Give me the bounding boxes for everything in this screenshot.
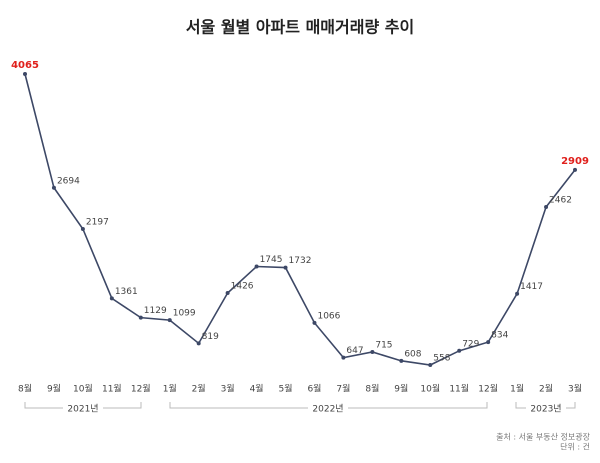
data-label: 1129	[144, 306, 167, 316]
data-label: 558	[433, 354, 450, 364]
line	[24, 73, 576, 366]
data-label: 1732	[289, 256, 312, 266]
point	[225, 290, 230, 295]
point	[399, 358, 404, 363]
x-tick-label: 9월	[47, 383, 61, 395]
point	[196, 341, 201, 346]
x-tick-label: 5월	[279, 383, 293, 395]
data-label: 1099	[173, 309, 196, 319]
data-label: 1361	[115, 287, 138, 297]
x-tick-label: 6월	[307, 383, 321, 395]
data-label: 647	[346, 346, 363, 356]
x-tick-label: 1월	[510, 383, 524, 395]
x-tick-label: 11월	[449, 383, 469, 395]
x-tick-label: 2월	[539, 383, 553, 395]
year-label-bg	[63, 403, 103, 414]
x-tick-label: 7월	[336, 383, 350, 395]
x-tick-label: 4월	[250, 383, 264, 395]
point	[80, 227, 85, 232]
data-label: 2462	[549, 196, 572, 206]
data-label: 729	[462, 339, 479, 349]
point	[109, 296, 114, 301]
data-label: 2197	[86, 218, 109, 228]
point	[312, 320, 317, 325]
x-tick-label: 12월	[131, 383, 151, 395]
data-label: 1066	[317, 311, 340, 321]
x-tick-label: 10월	[73, 383, 93, 395]
point	[138, 315, 143, 320]
data-label: 1745	[260, 255, 283, 265]
data-label: 715	[375, 340, 392, 350]
x-tick-label: 3월	[221, 383, 235, 395]
chart-title: 서울 월별 아파트 매매거래량 추이	[186, 18, 414, 37]
data-label: 819	[202, 332, 219, 342]
data-label: 608	[404, 349, 421, 359]
point	[51, 185, 56, 190]
x-tick-label: 12월	[478, 383, 498, 395]
point	[486, 340, 491, 345]
point	[457, 348, 462, 353]
year-label: 2022년	[312, 404, 343, 415]
x-tick-label: 8월	[18, 383, 32, 395]
x-tick-label: 2월	[192, 383, 206, 395]
source: 출처 : 서울 부동산 정보광장	[496, 432, 590, 442]
x-tick-label: 1월	[163, 383, 177, 395]
x-tick-label: 10월	[420, 383, 440, 395]
point	[370, 349, 375, 354]
data-label: 2694	[57, 176, 80, 186]
point	[573, 167, 577, 172]
year-label-bg	[308, 403, 348, 414]
point	[283, 265, 288, 270]
point	[515, 291, 520, 296]
x-tick-label: 8월	[365, 383, 379, 395]
point	[254, 264, 259, 269]
year-label: 2021년	[67, 404, 98, 415]
x-tick-label: 11월	[102, 383, 122, 395]
unit: 단위 : 건	[560, 442, 590, 452]
data-label: 1426	[231, 281, 254, 291]
x-tick-label: 3월	[568, 383, 582, 395]
data-label: 2909	[561, 156, 589, 167]
point	[428, 363, 433, 367]
x-tick-label: 9월	[394, 383, 408, 395]
data-label: 1417	[520, 282, 543, 292]
data-label: 834	[491, 331, 508, 341]
point	[544, 205, 549, 210]
point	[167, 318, 172, 323]
data-label: 4065	[11, 60, 39, 71]
point	[341, 355, 346, 360]
point	[23, 72, 27, 76]
year-label-bg	[526, 403, 566, 414]
year-label: 2023년	[530, 404, 561, 415]
